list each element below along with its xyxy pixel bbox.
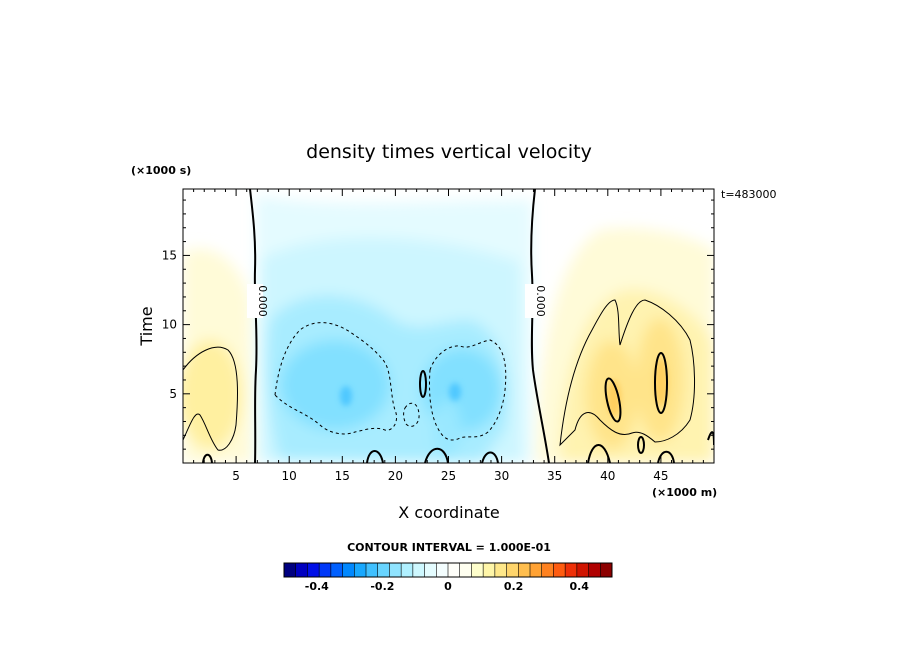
- x-tick-label: 40: [600, 469, 615, 483]
- colorbar-tick-label: -0.2: [370, 580, 394, 593]
- colorbar-swatch: [319, 563, 332, 577]
- x-tick-label: 30: [494, 469, 509, 483]
- colorbar-tick-label: 0.2: [504, 580, 524, 593]
- x-tick-label: 15: [335, 469, 350, 483]
- colorbar-swatch: [330, 563, 343, 577]
- colorbar-swatch: [471, 563, 484, 577]
- colorbar-swatch: [541, 563, 554, 577]
- colorbar-swatch: [389, 563, 402, 577]
- negative-spot-right: [449, 383, 461, 401]
- colorbar-frame: [283, 562, 613, 578]
- colorbar-swatch: [494, 563, 507, 577]
- zero-contour-labels: 0.000 0.000: [247, 284, 547, 318]
- chart-title: density times vertical velocity: [306, 141, 592, 163]
- colorbar-tick-label: -0.4: [305, 580, 329, 593]
- colorbar-swatch: [576, 563, 589, 577]
- zero-label-right: 0.000: [534, 285, 547, 317]
- contour-positive-core-a: [604, 377, 622, 423]
- y-tick-label: 15: [162, 248, 177, 262]
- colorbar-swatch: [553, 563, 566, 577]
- colorbar-ticks: -0.4 -0.2 0 0.2 0.4: [305, 580, 590, 593]
- colorbar-swatch: [424, 563, 437, 577]
- negative-stem: [433, 400, 461, 460]
- x-axis-ticks: 5 10 15 20 25 30 35 40 45: [193, 189, 704, 483]
- x-tick-label: 25: [441, 469, 456, 483]
- zero-label-right-bg: [525, 284, 541, 318]
- colorbar-swatch: [436, 563, 449, 577]
- y-tick-label: 10: [162, 318, 177, 332]
- colorbar-swatch: [565, 563, 578, 577]
- x-axis-label: X coordinate: [398, 503, 499, 522]
- colorbar-swatch: [518, 563, 531, 577]
- colorbar-swatch: [506, 563, 519, 577]
- negative-core-left: [280, 340, 390, 430]
- zero-contour-right: [530, 189, 550, 463]
- y-axis-ticks: 5 10 15: [162, 199, 714, 450]
- colorbar-swatch: [588, 563, 601, 577]
- x-tick-label: 5: [232, 469, 240, 483]
- contour-negative-left: [274, 322, 398, 435]
- y-axis-label: Time: [137, 306, 156, 346]
- colorbar-swatch: [342, 563, 355, 577]
- contour-negative-sliver: [419, 370, 427, 398]
- colorbar-swatch: [284, 563, 297, 577]
- colorbar-swatch: [307, 563, 320, 577]
- colorbar-swatch: [295, 563, 308, 577]
- contour-negative-right: [429, 339, 507, 441]
- contour-interval-label: CONTOUR INTERVAL = 1.000E-01: [347, 541, 551, 554]
- positive-core-left: [183, 340, 242, 450]
- x-unit-label: (×1000 m): [652, 486, 717, 499]
- zero-label-left: 0.000: [256, 285, 269, 317]
- x-tick-label: 35: [547, 469, 562, 483]
- contour-positive-core-b: [654, 352, 668, 414]
- y-tick-label: 5: [169, 387, 177, 401]
- x-tick-label: 10: [282, 469, 297, 483]
- colorbar-swatch: [412, 563, 425, 577]
- x-tick-label: 45: [653, 469, 668, 483]
- colorbar: [283, 562, 613, 578]
- colorbar-swatch: [459, 563, 472, 577]
- colorbar-tick-label: 0: [444, 580, 452, 593]
- positive-spot-a: [607, 380, 621, 416]
- colorbar-swatch: [483, 563, 496, 577]
- colorbar-swatch: [401, 563, 414, 577]
- colorbar-swatch: [377, 563, 390, 577]
- contour-bottom-bumps: [202, 431, 714, 463]
- colorbar-swatch: [354, 563, 367, 577]
- plot-area: 0.000 0.000: [183, 189, 714, 463]
- contour-lines: [183, 189, 714, 463]
- zero-label-left-bg: [247, 284, 263, 318]
- time-annotation: t=483000: [721, 188, 777, 201]
- contour-positive-left: [183, 346, 238, 451]
- x-tick-label: 20: [388, 469, 403, 483]
- negative-spot-left: [340, 386, 352, 406]
- contour-negative-small: [403, 402, 420, 427]
- contour-positive-right-outer: [559, 299, 695, 447]
- colorbar-tick-label: 0.4: [569, 580, 589, 593]
- colorbar-swatch: [366, 563, 379, 577]
- positive-spot-b: [654, 358, 668, 406]
- colorbar-swatch: [448, 563, 461, 577]
- colorbar-swatch: [600, 563, 613, 577]
- y-unit-label: (×1000 s): [131, 164, 191, 177]
- contour-positive-small: [637, 436, 645, 454]
- colorbar-swatch: [530, 563, 543, 577]
- field-fill: [183, 195, 714, 463]
